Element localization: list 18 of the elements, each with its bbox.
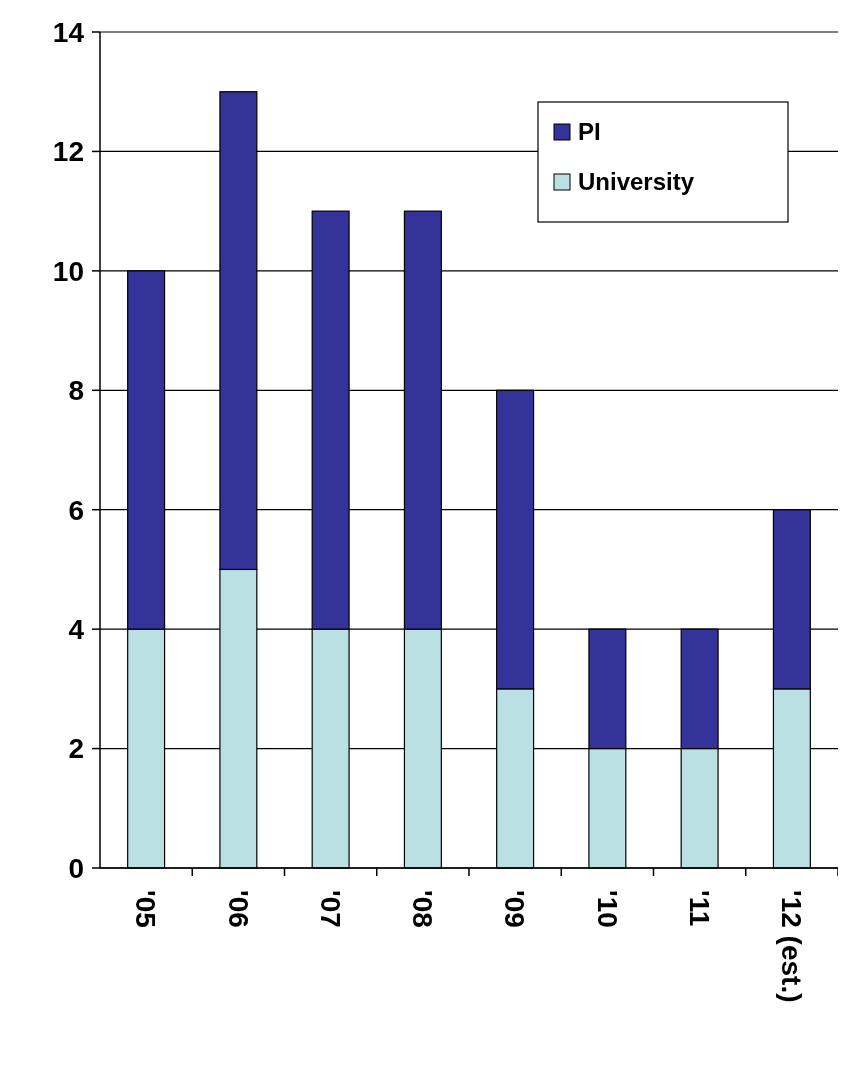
y-tick-label: 8: [68, 375, 84, 407]
y-tick-label: 2: [68, 733, 84, 765]
legend-label: PI: [578, 118, 601, 146]
y-tick-label: 4: [68, 613, 85, 645]
x-tick-label: '09: [499, 890, 531, 928]
y-tick-label: 10: [52, 255, 84, 287]
y-tick-label: 6: [68, 494, 84, 526]
x-tick-label: '05: [130, 890, 162, 928]
legend-label: University: [578, 168, 695, 196]
y-tick-label: 0: [68, 852, 84, 884]
x-tick-label: '11: [683, 890, 715, 927]
x-tick-label: '06: [222, 890, 254, 928]
x-tick-label: '08: [407, 890, 439, 928]
x-tick-label: '10: [591, 890, 623, 928]
x-tick-label: '12 (est.): [776, 890, 808, 1003]
y-tick-label: 12: [52, 136, 84, 168]
y-tick-label: 14: [52, 16, 85, 48]
x-tick-label: '07: [314, 890, 346, 928]
